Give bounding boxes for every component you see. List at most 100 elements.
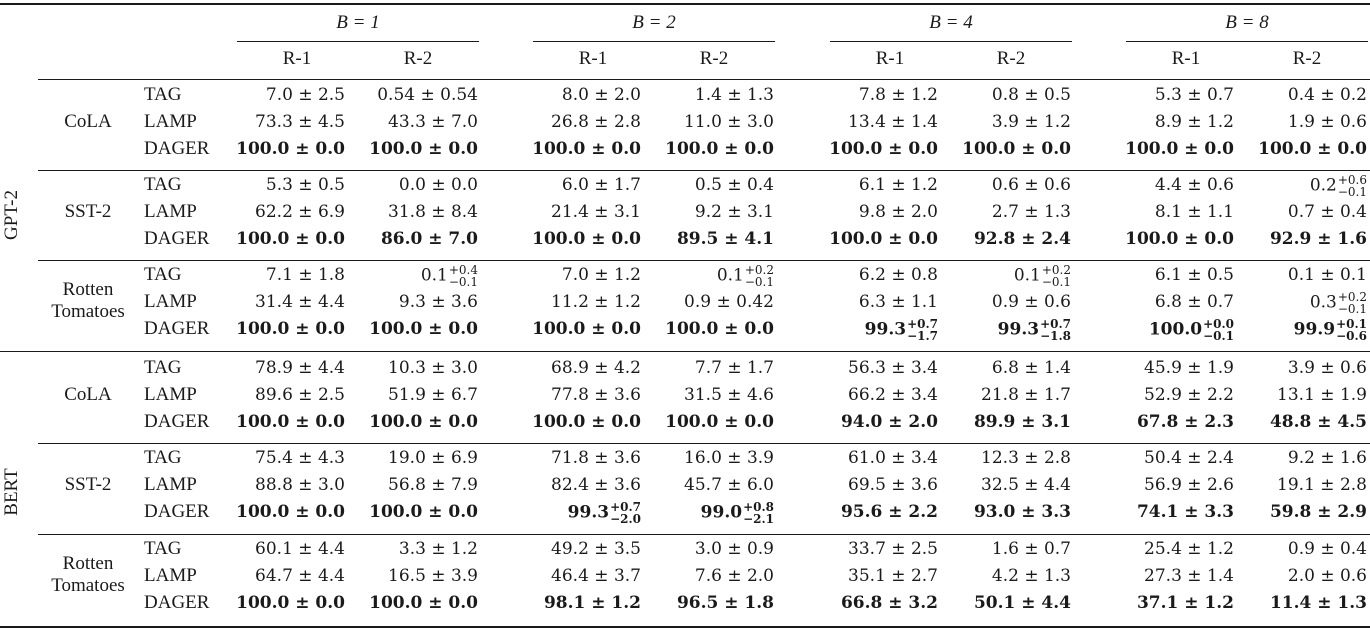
asymmetric-error: +0.1 −0.6 — [1336, 317, 1367, 343]
value-cell: 96.5 ± 1.8 — [676, 593, 774, 613]
value-cell: 50.1 ± 4.4 — [973, 593, 1071, 613]
batch-header-8: B = 8 — [1225, 12, 1269, 33]
metric-header-r1: R-1 — [578, 48, 608, 69]
value-cell: 60.1 ± 4.4 — [255, 539, 345, 559]
value-cell: 74.1 ± 3.3 — [1136, 502, 1234, 522]
value-cell: 21.4 ± 3.1 — [551, 202, 641, 222]
value-cell: 8.9 ± 1.2 — [1154, 112, 1234, 132]
value-cell: 61.0 ± 3.4 — [848, 448, 938, 468]
value-base: 100.0 — [1148, 319, 1203, 340]
value-cell: 93.0 ± 3.3 — [973, 502, 1071, 522]
value-cell: 0.1 +0.4 −0.1 — [338, 264, 478, 288]
value-cell: 32.5 ± 4.4 — [981, 475, 1071, 495]
value-cell: 100.0 ± 0.0 — [665, 319, 774, 339]
value-cell: 7.0 ± 1.2 — [561, 265, 641, 285]
value-cell: 100.0 ± 0.0 — [532, 139, 641, 159]
value-cell: 0.5 ± 0.4 — [694, 175, 774, 195]
asymmetric-error: +0.7 −1.8 — [1040, 317, 1071, 343]
value-cell: 69.5 ± 3.6 — [848, 475, 938, 495]
value-cell: 0.3 +0.2 −0.1 — [1227, 291, 1367, 315]
value-cell: 100.0 ± 0.0 — [665, 412, 774, 432]
value-cell: 13.1 ± 1.9 — [1277, 385, 1367, 405]
top-rule — [0, 3, 1370, 5]
value-cell: 68.9 ± 4.2 — [551, 358, 641, 378]
value-cell: 5.3 ± 0.7 — [1154, 85, 1234, 105]
method-label-dager: DAGER — [144, 318, 210, 339]
value-cell: 45.7 ± 6.0 — [684, 475, 774, 495]
value-base: 0.1 — [716, 265, 744, 286]
metric-header-r2: R-2 — [1292, 48, 1322, 69]
method-label-tag: TAG — [144, 264, 182, 285]
value-cell: 95.6 ± 2.2 — [840, 502, 938, 522]
value-base: 0.1 — [420, 265, 448, 286]
value-cell: 35.1 ± 2.7 — [848, 566, 938, 586]
value-base: 99.3 — [864, 319, 907, 340]
value-cell: 0.4 ± 0.2 — [1287, 85, 1367, 105]
value-cell: 100.0 ± 0.0 — [369, 412, 478, 432]
value-cell: 9.8 ± 2.0 — [858, 202, 938, 222]
value-cell: 100.0 ± 0.0 — [532, 412, 641, 432]
value-cell: 3.9 ± 1.2 — [991, 112, 1071, 132]
value-base: 99.3 — [997, 319, 1040, 340]
value-cell: 11.2 ± 1.2 — [551, 292, 641, 312]
metric-header-r1: R-1 — [875, 48, 905, 69]
dataset-label: Tomatoes — [51, 575, 125, 596]
value-cell: 9.3 ± 3.6 — [398, 292, 478, 312]
value-cell: 94.0 ± 2.0 — [840, 412, 938, 432]
value-cell: 100.0 ± 0.0 — [369, 502, 478, 522]
value-cell: 100.0 ± 0.0 — [369, 139, 478, 159]
value-cell: 0.1 ± 0.1 — [1287, 265, 1367, 285]
method-label-lamp: LAMP — [144, 384, 197, 405]
value-cell: 51.9 ± 6.7 — [388, 385, 478, 405]
batch-underline-2 — [533, 41, 775, 42]
value-cell: 99.3 +0.7 −1.7 — [798, 318, 938, 342]
value-cell: 100.0 ± 0.0 — [829, 139, 938, 159]
dataset-label: Tomatoes — [51, 301, 125, 322]
value-cell: 52.9 ± 2.2 — [1144, 385, 1234, 405]
value-cell: 0.7 ± 0.4 — [1287, 202, 1367, 222]
value-cell: 99.3 +0.7 −1.8 — [931, 318, 1071, 342]
batch-header-4: B = 4 — [929, 12, 973, 33]
value-cell: 5.3 ± 0.5 — [265, 175, 345, 195]
value-cell: 0.8 ± 0.5 — [991, 85, 1071, 105]
value-base: 99.9 — [1293, 319, 1336, 340]
value-cell: 31.8 ± 8.4 — [388, 202, 478, 222]
value-cell: 100.0 +0.0 −0.1 — [1094, 318, 1234, 342]
value-cell: 31.5 ± 4.6 — [684, 385, 774, 405]
value-cell: 100.0 ± 0.0 — [532, 319, 641, 339]
header-rule — [38, 79, 1370, 80]
bottom-rule — [0, 626, 1370, 628]
dataset-label: CoLA — [64, 384, 112, 405]
asymmetric-error: +0.0 −0.1 — [1203, 317, 1234, 343]
method-label-dager: DAGER — [144, 228, 210, 249]
value-cell: 3.9 ± 0.6 — [1287, 358, 1367, 378]
method-label-tag: TAG — [144, 538, 182, 559]
value-cell: 7.8 ± 1.2 — [858, 85, 938, 105]
value-cell: 11.0 ± 3.0 — [684, 112, 774, 132]
dataset-label: Rotten — [62, 553, 114, 574]
dataset-separator-rule — [38, 534, 1370, 535]
dataset-separator-rule — [38, 170, 1370, 171]
value-base: 0.1 — [1013, 265, 1041, 286]
value-cell: 82.4 ± 3.6 — [551, 475, 641, 495]
value-cell: 92.8 ± 2.4 — [973, 229, 1071, 249]
value-cell: 7.7 ± 1.7 — [694, 358, 774, 378]
value-cell: 31.4 ± 4.4 — [255, 292, 345, 312]
value-cell: 1.6 ± 0.7 — [991, 539, 1071, 559]
value-cell: 0.6 ± 0.6 — [991, 175, 1071, 195]
metric-header-r2: R-2 — [403, 48, 433, 69]
value-cell: 19.0 ± 6.9 — [388, 448, 478, 468]
value-cell: 100.0 ± 0.0 — [1125, 139, 1234, 159]
value-cell: 100.0 ± 0.0 — [236, 139, 345, 159]
method-label-tag: TAG — [144, 174, 182, 195]
value-cell: 100.0 ± 0.0 — [665, 139, 774, 159]
value-cell: 7.6 ± 2.0 — [694, 566, 774, 586]
value-cell: 12.3 ± 2.8 — [981, 448, 1071, 468]
value-cell: 4.4 ± 0.6 — [1154, 175, 1234, 195]
value-cell: 21.8 ± 1.7 — [981, 385, 1071, 405]
value-base: 0.3 — [1309, 292, 1337, 313]
dataset-label: CoLA — [64, 111, 112, 132]
method-label-lamp: LAMP — [144, 565, 197, 586]
batch-underline-8 — [1126, 41, 1368, 42]
model-label-bert: BERT — [1, 467, 22, 516]
